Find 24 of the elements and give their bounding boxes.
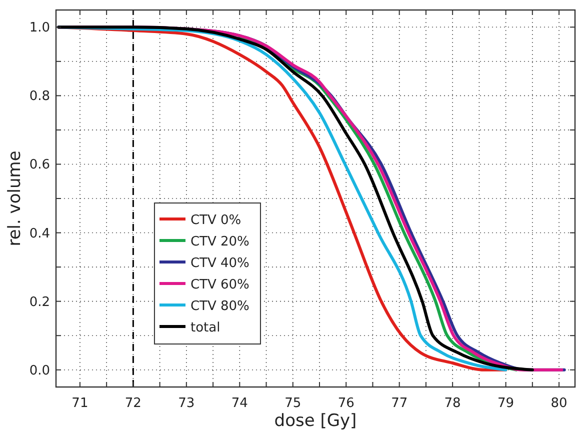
y-tick-label: 0.6 [29, 158, 50, 173]
legend-label: CTV 20% [190, 234, 250, 250]
legend-label: CTV 80% [190, 299, 250, 314]
y-tick-label: 0.8 [29, 89, 50, 104]
legend-label: CTV 0% [190, 213, 242, 228]
y-axis-title: rel. volume [5, 150, 25, 246]
x-axis-title: dose [Gy] [274, 411, 357, 431]
x-tick-label: 80 [550, 396, 568, 411]
legend-label: total [190, 320, 220, 336]
x-tick-label: 72 [124, 396, 142, 411]
y-tick-label: 0.2 [29, 294, 50, 310]
legend-label: CTV 40% [190, 256, 250, 271]
legend-label: CTV 60% [190, 278, 250, 292]
x-tick-label: 77 [391, 396, 408, 411]
x-tick-label: 74 [231, 396, 248, 411]
y-tick-label: 0.0 [29, 363, 50, 378]
x-tick-label: 71 [72, 396, 88, 411]
x-tick-label: 79 [498, 396, 514, 411]
y-tick-label: 0.4 [29, 226, 50, 242]
x-tick-label: 75 [284, 396, 302, 411]
x-tick-label: 73 [178, 396, 195, 411]
x-tick-label: 78 [444, 396, 461, 411]
x-tick-label: 76 [338, 396, 354, 411]
y-tick-label: 1.0 [29, 20, 50, 36]
